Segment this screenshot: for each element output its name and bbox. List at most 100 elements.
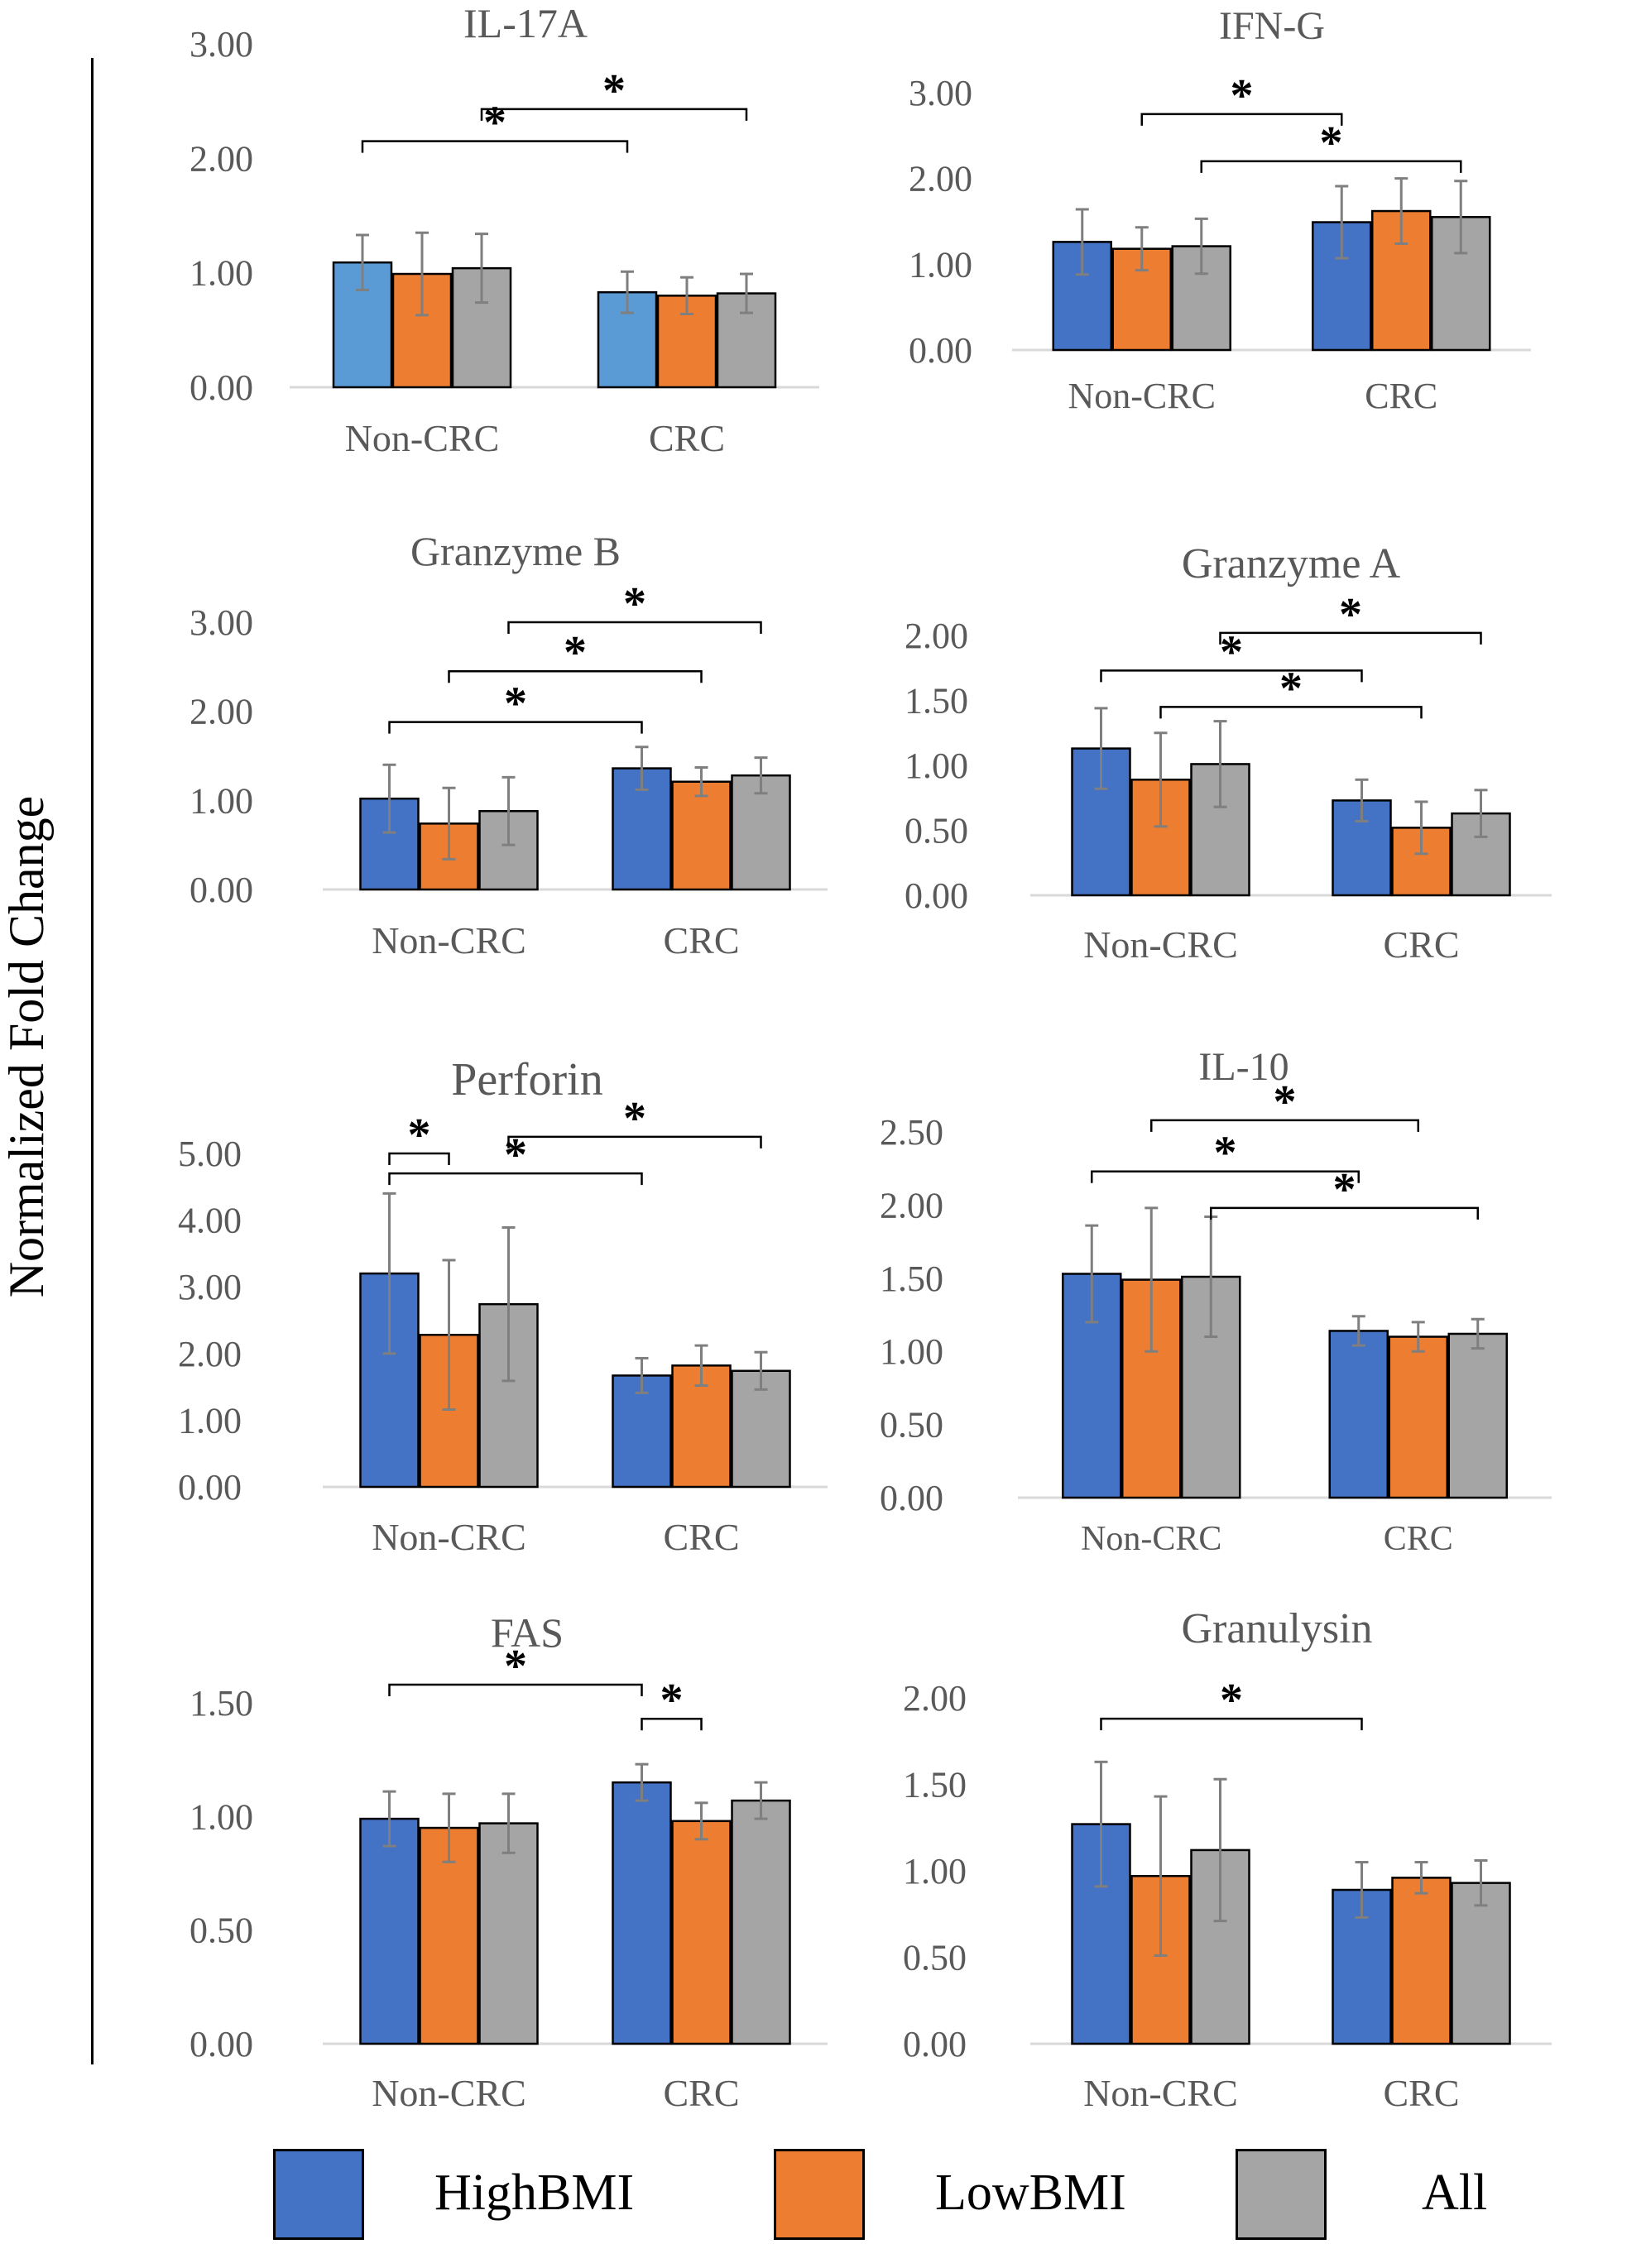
error-bar-highbmi-non-crc (1075, 208, 1089, 276)
y-tick-label: 2.00 (905, 616, 968, 656)
chart-title: Granulysin (1181, 1605, 1372, 1652)
significance-star: * (408, 1110, 431, 1161)
significance-bracket: * (1100, 1675, 1363, 1731)
error-bar-highbmi-crc (635, 746, 649, 791)
y-tick-label: 1.00 (178, 1400, 242, 1441)
error-bar-highbmi-non-crc (1094, 707, 1108, 790)
y-tick-label: 2.00 (909, 159, 972, 199)
category-label: Non-CRC (1068, 376, 1216, 416)
significance-star: * (564, 627, 587, 678)
significance-bracket: * (1200, 117, 1462, 173)
category-label: CRC (1365, 376, 1437, 416)
significance-star: * (602, 65, 626, 117)
error-bar-highbmi-non-crc (356, 233, 369, 291)
significance-line (1140, 113, 1343, 126)
significance-star: * (1333, 1164, 1356, 1216)
error-bar-lowbmi-non-crc (1145, 1206, 1159, 1353)
significance-bracket: * (448, 627, 703, 683)
significance-bracket: * (1091, 1128, 1360, 1183)
bar-lowbmi-crc (1388, 1335, 1448, 1499)
bar-all-crc (731, 1799, 791, 2045)
significance-bracket: * (388, 1110, 450, 1165)
significance-star: * (504, 678, 527, 730)
y-tick-label: 1.00 (190, 780, 253, 821)
error-bar-all-non-crc (1194, 217, 1208, 276)
error-bar-all-non-crc (1213, 720, 1227, 808)
error-bar-all-crc (754, 1350, 768, 1391)
y-tick-label: 0.00 (880, 1478, 943, 1518)
y-tick-label: 4.00 (178, 1201, 242, 1241)
y-tick-label: 1.00 (880, 1331, 943, 1372)
y-axis-divider (91, 58, 94, 2064)
y-tick-label: 1.50 (903, 1765, 967, 1805)
significance-star: * (1274, 1076, 1297, 1128)
error-bar-all-crc (1474, 789, 1488, 838)
category-label: CRC (663, 2072, 739, 2114)
significance-line (641, 1717, 703, 1731)
significance-line (1200, 160, 1462, 173)
error-bar-all-non-crc (1213, 1777, 1227, 1923)
significance-star: * (1320, 117, 1343, 169)
bar-all-crc (716, 292, 777, 389)
significance-bracket: * (1219, 589, 1482, 645)
bar-highbmi-crc (1328, 1330, 1389, 1499)
significance-line (388, 721, 643, 734)
error-bar-highbmi-crc (621, 270, 634, 314)
chart-il-10: IL-10 0.00 0.50 1.00 1.50 2.00 2.50 Non-CRC CRC *… (880, 1045, 1552, 1558)
error-bar-highbmi-non-crc (1094, 1760, 1108, 1888)
significance-line (1219, 631, 1482, 645)
error-bar-highbmi-non-crc (382, 763, 396, 834)
chart-title: Granzyme A (1182, 540, 1401, 587)
error-bar-lowbmi-non-crc (415, 231, 429, 317)
error-bar-lowbmi-crc (680, 276, 693, 315)
significance-bracket: * (641, 1675, 703, 1731)
bar-all-non-crc (1190, 1848, 1250, 2045)
error-bar-lowbmi-non-crc (442, 1792, 456, 1863)
y-tick-label: 3.00 (190, 24, 253, 65)
category-label: CRC (1383, 923, 1459, 966)
significance-bracket: * (1210, 1164, 1479, 1220)
chart-title: IL-17A (463, 0, 588, 46)
significance-bracket: * (1100, 626, 1363, 683)
legend-label-highbmi: HighBMI (434, 2165, 635, 2221)
category-label: Non-CRC (1081, 1520, 1221, 1558)
error-bar-lowbmi-crc (694, 1801, 708, 1841)
significance-star: * (1220, 626, 1243, 678)
error-bar-lowbmi-crc (694, 765, 708, 798)
error-bar-highbmi-crc (1355, 1861, 1369, 1919)
y-tick-label: 0.50 (903, 1938, 967, 1978)
chart-il-17a: IL-17A 0.00 1.00 2.00 3.00 Non-CRC CRC * * (190, 0, 819, 459)
significance-line (361, 140, 629, 153)
y-tick-label: 1.50 (190, 1683, 253, 1724)
error-bar-lowbmi-non-crc (442, 786, 456, 861)
significance-star: * (504, 1641, 527, 1692)
y-tick-label: 2.00 (190, 138, 253, 179)
y-tick-label: 3.00 (190, 602, 253, 643)
category-label: Non-CRC (372, 1516, 526, 1558)
error-bar-all-non-crc (501, 1225, 516, 1383)
chart-title: IFN-G (1219, 4, 1325, 48)
chart-ifn-g: IFN-G 0.00 1.00 2.00 3.00 Non-CRC CRC * * (909, 4, 1531, 416)
bar-lowbmi-crc (671, 780, 732, 891)
y-tick-label: 1.00 (909, 244, 972, 285)
error-bar-highbmi-crc (1351, 1315, 1365, 1347)
error-bar-lowbmi-crc (1414, 800, 1428, 856)
significance-line (448, 669, 703, 683)
significance-line (1210, 1206, 1479, 1220)
significance-star: * (483, 98, 506, 149)
error-bar-lowbmi-non-crc (1135, 226, 1149, 272)
significance-bracket: * (388, 1641, 643, 1697)
error-bar-lowbmi-non-crc (1154, 731, 1168, 828)
legend-label-lowbmi: LowBMI (935, 2165, 1126, 2221)
bar-all-non-crc (478, 1822, 539, 2045)
category-label: Non-CRC (345, 417, 500, 459)
bar-lowbmi-non-crc (419, 1826, 479, 2045)
y-axis-label: Normalized Fold Change (0, 795, 54, 1298)
category-label: CRC (1384, 1520, 1453, 1558)
significance-bracket: * (388, 678, 643, 734)
category-label: Non-CRC (1083, 2072, 1238, 2114)
chart-fas: FAS 0.00 0.50 1.00 1.50 Non-CRC CRC * * (190, 1609, 828, 2114)
significance-line (1100, 669, 1363, 683)
category-label: Non-CRC (372, 2072, 526, 2114)
significance-line (1091, 1170, 1360, 1183)
